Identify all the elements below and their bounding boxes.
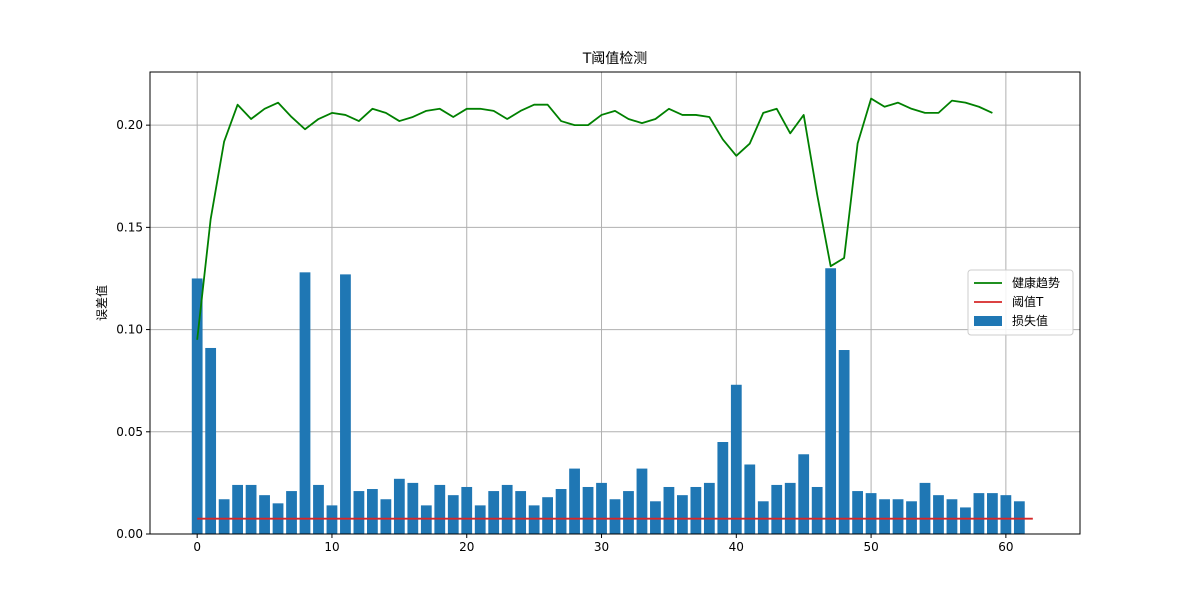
y-axis-label: 误差值 — [94, 285, 109, 321]
axis-ticks: 0 10 20 30 40 50 60 0.00 0.05 0.10 0.15 0.20 — [116, 118, 1013, 554]
bar — [677, 495, 688, 534]
y-tick-label: 0.20 — [116, 118, 143, 132]
bar — [596, 482, 607, 534]
bar — [245, 484, 257, 534]
bar — [906, 501, 917, 534]
bar — [218, 499, 230, 534]
bar — [515, 491, 527, 534]
bar — [838, 350, 850, 534]
bar-series — [191, 268, 1025, 534]
bar — [434, 484, 446, 534]
bar — [569, 468, 580, 534]
bar — [555, 489, 567, 534]
bar — [636, 468, 648, 534]
bar — [784, 482, 796, 534]
bar — [717, 442, 729, 534]
chart-title: T阈值检测 — [582, 51, 648, 67]
bar — [919, 482, 931, 534]
x-tick-label: 60 — [998, 540, 1013, 554]
y-tick-label: 0.05 — [116, 425, 143, 439]
bar — [340, 274, 351, 534]
bar — [528, 505, 540, 534]
bar — [946, 499, 958, 534]
trend-line — [196, 97, 993, 340]
bar — [488, 491, 500, 534]
bar — [299, 272, 311, 534]
bar — [892, 499, 904, 534]
x-tick-label: 10 — [324, 540, 339, 554]
bar — [825, 268, 837, 534]
line-series — [196, 97, 1033, 520]
bar — [987, 493, 998, 534]
bar — [286, 491, 297, 534]
bar — [852, 491, 863, 534]
bar — [393, 478, 405, 534]
x-tick-label: 30 — [594, 540, 609, 554]
legend-threshold-label: 阈值T — [1012, 294, 1044, 309]
legend-loss-swatch — [974, 316, 1002, 326]
y-tick-label: 0.15 — [116, 220, 143, 234]
bar — [353, 491, 365, 534]
bar — [420, 505, 432, 534]
bar — [798, 454, 810, 534]
bar — [960, 507, 971, 534]
bar — [650, 501, 661, 534]
bar — [380, 499, 392, 534]
y-tick-label: 0.00 — [116, 527, 143, 541]
bar — [582, 486, 594, 534]
bar — [623, 491, 634, 534]
bar — [501, 484, 513, 534]
bar — [447, 495, 459, 534]
bar — [703, 482, 715, 534]
x-tick-label: 40 — [729, 540, 744, 554]
bar — [1013, 501, 1025, 534]
bar — [730, 384, 742, 534]
bar — [609, 499, 621, 534]
bar — [879, 499, 890, 534]
bar — [326, 505, 338, 534]
bar — [663, 486, 675, 534]
y-tick-label: 0.10 — [116, 323, 143, 337]
bar — [690, 486, 702, 534]
bar — [191, 278, 203, 534]
x-tick-label: 20 — [459, 540, 474, 554]
bar — [407, 482, 419, 534]
legend-loss-label: 损失值 — [1012, 313, 1048, 328]
bar — [757, 501, 769, 534]
bar — [542, 497, 553, 534]
bar — [367, 489, 378, 534]
plot-frame — [149, 71, 1081, 535]
bar — [771, 484, 783, 534]
bar — [744, 464, 756, 534]
x-tick-label: 50 — [863, 540, 878, 554]
x-tick-label: 0 — [193, 540, 201, 554]
bar — [474, 505, 486, 534]
bar — [811, 486, 823, 534]
bar — [933, 495, 944, 534]
bar — [259, 495, 270, 534]
bar — [313, 484, 324, 534]
bar — [205, 347, 217, 534]
bar — [973, 493, 985, 534]
bar — [1000, 495, 1012, 534]
legend-trend-label: 健康趋势 — [1012, 275, 1060, 290]
bar — [461, 486, 473, 534]
bar — [232, 484, 243, 534]
bar — [865, 493, 877, 534]
